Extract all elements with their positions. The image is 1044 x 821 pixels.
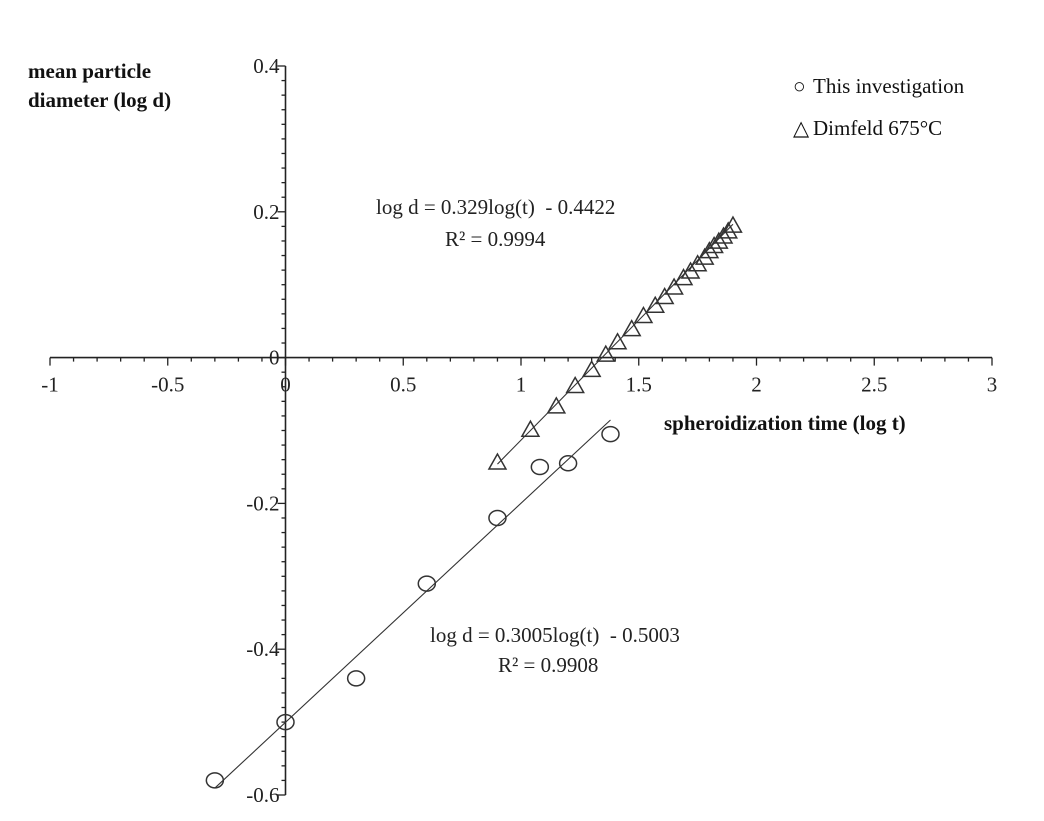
x-tick-label: 2.5 <box>861 373 887 397</box>
x-tick-label: -0.5 <box>151 373 184 397</box>
y-tick-label: -0.2 <box>246 491 279 515</box>
triangle-marker <box>718 221 739 239</box>
triangle-marker <box>546 396 567 414</box>
triangle-marker <box>581 359 602 378</box>
triangle-marker <box>699 241 720 259</box>
triangle-marker <box>565 375 585 394</box>
circle-marker <box>601 425 620 443</box>
x-tick-label: 1.5 <box>626 373 652 397</box>
legend: ○ This investigation △ Dimfeld 675°C <box>793 74 965 140</box>
triangle-marker <box>709 231 729 249</box>
triangle-marker <box>645 295 666 314</box>
triangle-marker <box>673 268 694 286</box>
triangle-marker <box>713 226 734 244</box>
legend-symbol-dimfeld: △ <box>793 116 810 140</box>
circle-marker <box>558 455 578 472</box>
triangle-marker <box>520 419 541 437</box>
circle-marker <box>205 772 225 789</box>
trendlines <box>214 223 734 789</box>
triangle-marker <box>664 277 684 295</box>
x-tick-label: 0.5 <box>390 373 416 397</box>
circle-marker <box>417 575 437 592</box>
y-tick-label: 0 <box>269 346 280 370</box>
circle-marker <box>346 670 366 687</box>
circle-marker <box>530 458 550 476</box>
dimfeld-fit-equation: log d = 0.329log(t) - 0.4422 <box>376 195 615 219</box>
triangle-marker <box>621 319 642 337</box>
data-markers <box>205 215 743 789</box>
y-tick-label: -0.6 <box>246 783 279 807</box>
y-tick-label: 0.4 <box>253 54 280 78</box>
triangle-marker <box>694 247 715 265</box>
triangle-marker <box>723 215 743 233</box>
circle-marker <box>488 509 507 527</box>
y-tick-label: 0.2 <box>253 200 279 224</box>
triangle-marker <box>654 287 675 305</box>
investigation-fit-r2: R² = 0.9908 <box>498 653 598 677</box>
triangle-marker <box>687 254 708 272</box>
x-tick-label: 2 <box>751 373 762 397</box>
y-axis-title-line-2: diameter (log d) <box>28 88 171 112</box>
legend-label-dimfeld: Dimfeld 675°C <box>813 116 942 140</box>
y-tick-label: -0.4 <box>246 637 280 661</box>
x-tick-label: 0 <box>280 373 291 397</box>
triangle-marker <box>633 305 654 324</box>
triangle-marker <box>704 235 724 254</box>
axes: -1 -0.5 0 0.5 1 1.5 2 2.5 3 -0.6 -0.4 -0.2 0 0.2 0.4 <box>41 54 997 807</box>
dimfeld-fit-r2: R² = 0.9994 <box>445 227 546 251</box>
investigation-trendline <box>214 419 611 789</box>
x-axis-title: spheroidization time (log t) <box>664 411 906 435</box>
triangle-marker <box>607 332 628 350</box>
y-axis-title-line-1: mean particle <box>28 59 151 83</box>
investigation-fit-equation: log d = 0.3005log(t) - 0.5003 <box>430 623 680 647</box>
x-tick-label: -1 <box>41 373 59 397</box>
x-tick-label: 1 <box>516 373 527 397</box>
circle-marker <box>276 713 295 731</box>
x-tick-label: 3 <box>987 373 998 397</box>
triangle-marker <box>595 344 616 362</box>
triangle-marker <box>487 452 508 470</box>
legend-symbol-this-investigation: ○ <box>793 74 806 98</box>
legend-label-this-investigation: This investigation <box>813 74 965 98</box>
dimfeld-trendline <box>497 223 734 465</box>
